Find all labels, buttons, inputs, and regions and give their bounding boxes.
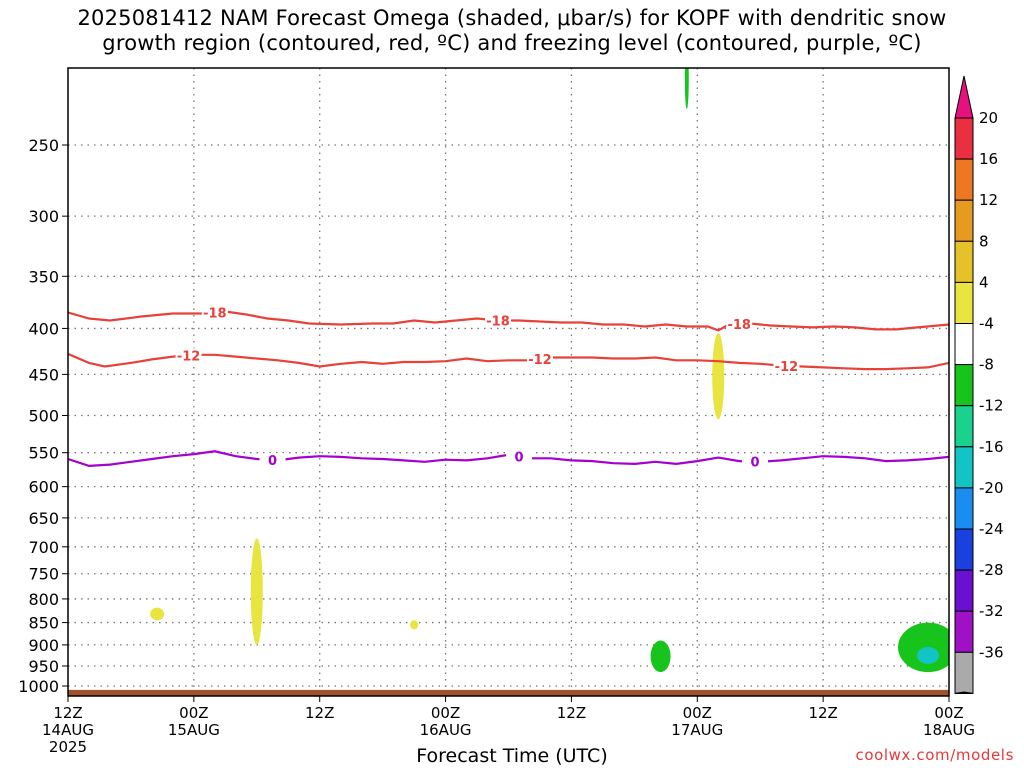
x-tick-label-5: 00Z xyxy=(683,704,712,722)
ground-surface xyxy=(68,689,949,696)
colorbar-segment-4 xyxy=(954,281,974,324)
contour-label--12-1: -12 xyxy=(528,353,552,368)
omega-region-1 xyxy=(250,538,263,645)
colorbar-segment-0 xyxy=(954,117,974,160)
y-tick-label-600: 600 xyxy=(28,478,59,497)
colorbar-tick-3: 8 xyxy=(979,232,989,250)
colorbar-tick-11: -28 xyxy=(979,561,1004,579)
colorbar-tick-2: 12 xyxy=(979,191,998,209)
colorbar-segment-6 xyxy=(954,364,974,407)
omega-region-3 xyxy=(684,68,689,110)
omega-region-5 xyxy=(650,640,671,673)
colorbar-tick-13: -36 xyxy=(979,643,1004,661)
x-tick-label-2: 12Z xyxy=(305,704,334,722)
colorbar-tick-6: -8 xyxy=(979,356,994,374)
contour-label-0-1: 0 xyxy=(514,451,523,466)
y-tick-label-700: 700 xyxy=(28,538,59,557)
x-tick-label-1: 00Z xyxy=(179,704,208,722)
y-tick-label-450: 450 xyxy=(28,365,59,384)
contour-label--18-0: -18 xyxy=(203,306,227,321)
colorbar-tick-12: -32 xyxy=(979,602,1004,620)
x-axis-title: Forecast Time (UTC) xyxy=(416,745,608,767)
colorbar-segment-13 xyxy=(954,651,974,694)
y-tick-label-300: 300 xyxy=(28,207,59,226)
contour-label--18-2: -18 xyxy=(727,318,751,333)
contour-label-0-0: 0 xyxy=(268,454,277,469)
y-tick-label-850: 850 xyxy=(28,614,59,633)
contour--12 xyxy=(68,352,949,371)
site-credit: coolwx.com/models xyxy=(855,746,1014,764)
colorbar-segment-10 xyxy=(954,528,974,571)
colorbar-segment-2 xyxy=(954,199,974,242)
colorbar-segment-12 xyxy=(954,610,974,653)
x-tick-date-7: 18AUG xyxy=(923,721,975,739)
y-tick-label-900: 900 xyxy=(28,636,59,655)
colorbar-lower-arrow xyxy=(954,691,974,694)
plot-area: -18 -18 -18 -12 -12 -12 0 0 0 xyxy=(68,68,949,696)
chart-title-line2: growth region (contoured, red, ºC) and f… xyxy=(102,31,922,55)
x-tick-label-0: 12Z xyxy=(53,704,82,722)
colorbar-tick-8: -16 xyxy=(979,438,1004,456)
colorbar-tick-4: 4 xyxy=(979,273,989,291)
contour-label--18-1: -18 xyxy=(486,315,510,330)
contour-label-0-2: 0 xyxy=(750,456,759,471)
omega-region-0 xyxy=(150,607,165,621)
contour-label--12-2: -12 xyxy=(775,360,799,375)
x-tick-date-3: 16AUG xyxy=(420,721,472,739)
x-tick-label-3: 00Z xyxy=(431,704,460,722)
y-tick-label-550: 550 xyxy=(28,444,59,463)
y-tick-label-350: 350 xyxy=(28,267,59,286)
y-tick-label-950: 950 xyxy=(28,657,59,676)
colorbar-upper-arrow xyxy=(954,75,974,119)
x-tick-label-6: 12Z xyxy=(808,704,837,722)
colorbar-segment-7 xyxy=(954,405,974,448)
y-tick-label-650: 650 xyxy=(28,509,59,528)
colorbar-tick-1: 16 xyxy=(979,150,998,168)
x-tick-label-7: 00Z xyxy=(934,704,963,722)
x-tick-label-4: 12Z xyxy=(557,704,586,722)
x-tick-year-0: 2025 xyxy=(49,738,87,756)
colorbar-segment-1 xyxy=(954,158,974,201)
colorbar-tick-5: -4 xyxy=(979,315,994,333)
colorbar-tick-7: -12 xyxy=(979,397,1004,415)
y-tick-label-400: 400 xyxy=(28,319,59,338)
y-tick-label-800: 800 xyxy=(28,590,59,609)
omega-region-7 xyxy=(917,647,940,664)
colorbar-segment-11 xyxy=(954,569,974,612)
x-tick-date-1: 15AUG xyxy=(168,721,220,739)
chart-title-line1: 2025081412 NAM Forecast Omega (shaded, μ… xyxy=(77,6,947,30)
colorbar-tick-9: -20 xyxy=(979,479,1004,497)
colorbar-segment-9 xyxy=(954,487,974,530)
colorbar-segment-5 xyxy=(954,323,974,366)
chart-title: 2025081412 NAM Forecast Omega (shaded, μ… xyxy=(0,6,1024,56)
contour-label--12-0: -12 xyxy=(177,349,201,364)
contour--18 xyxy=(68,310,949,332)
y-tick-label-750: 750 xyxy=(28,565,59,584)
omega-region-4 xyxy=(712,333,725,420)
y-tick-label-500: 500 xyxy=(28,407,59,426)
plot-frame xyxy=(67,67,950,697)
x-tick-date-0: 14AUG xyxy=(42,721,94,739)
colorbar-tick-0: 20 xyxy=(979,109,998,127)
omega-region-2 xyxy=(410,620,419,630)
y-tick-label-250: 250 xyxy=(28,136,59,155)
y-tick-label-1000: 1000 xyxy=(18,677,59,696)
colorbar-segment-3 xyxy=(954,240,974,283)
colorbar-tick-10: -24 xyxy=(979,520,1004,538)
colorbar: 20 16 12 8 4 -4 -8 -12 -16 -20 -24 -28 -32 -36 xyxy=(954,75,1004,694)
colorbar-segment-8 xyxy=(954,446,974,489)
x-tick-date-5: 17AUG xyxy=(671,721,723,739)
